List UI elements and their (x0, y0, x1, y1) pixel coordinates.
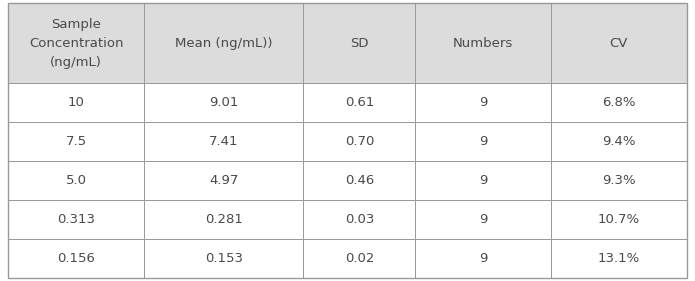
Text: 10: 10 (67, 96, 85, 109)
Text: 9.01: 9.01 (209, 96, 238, 109)
Bar (8, 83, 144, 122)
Bar (416, 161, 551, 200)
Text: 9: 9 (479, 174, 487, 187)
Bar (304, 3, 416, 83)
Bar (416, 200, 551, 239)
Bar (416, 122, 551, 161)
Bar (304, 83, 416, 122)
Text: 0.313: 0.313 (57, 213, 95, 226)
Bar (416, 83, 551, 122)
Bar (144, 161, 304, 200)
Bar (144, 200, 304, 239)
Text: 13.1%: 13.1% (598, 252, 640, 265)
Bar (551, 161, 687, 200)
Bar (416, 3, 551, 83)
Bar (8, 161, 144, 200)
Text: Mean (ng/mL)): Mean (ng/mL)) (175, 37, 272, 50)
Text: 9.3%: 9.3% (602, 174, 636, 187)
Bar (551, 3, 687, 83)
Text: 0.153: 0.153 (205, 252, 243, 265)
Bar (416, 239, 551, 278)
Bar (144, 83, 304, 122)
Bar (8, 3, 144, 83)
Bar (8, 122, 144, 161)
Text: 9: 9 (479, 96, 487, 109)
Text: 9.4%: 9.4% (602, 135, 636, 148)
Text: 0.02: 0.02 (345, 252, 374, 265)
Text: 9: 9 (479, 135, 487, 148)
Bar (551, 83, 687, 122)
Text: 0.46: 0.46 (345, 174, 374, 187)
Bar (304, 161, 416, 200)
Text: 4.97: 4.97 (209, 174, 238, 187)
Text: 0.61: 0.61 (345, 96, 374, 109)
Bar (144, 122, 304, 161)
Bar (304, 239, 416, 278)
Text: 0.70: 0.70 (345, 135, 374, 148)
Text: 7.41: 7.41 (209, 135, 238, 148)
Bar (551, 200, 687, 239)
Text: SD: SD (350, 37, 368, 50)
Text: 10.7%: 10.7% (598, 213, 640, 226)
Bar (551, 239, 687, 278)
Text: Sample
Concentration
(ng/mL): Sample Concentration (ng/mL) (29, 18, 124, 69)
Bar (8, 239, 144, 278)
Bar (551, 122, 687, 161)
Text: 6.8%: 6.8% (602, 96, 636, 109)
Text: 9: 9 (479, 213, 487, 226)
Text: 5.0: 5.0 (65, 174, 87, 187)
Bar (144, 3, 304, 83)
Text: 9: 9 (479, 252, 487, 265)
Bar (304, 122, 416, 161)
Text: 0.03: 0.03 (345, 213, 374, 226)
Bar (8, 200, 144, 239)
Bar (304, 200, 416, 239)
Text: Numbers: Numbers (453, 37, 514, 50)
Text: CV: CV (610, 37, 628, 50)
Bar (144, 239, 304, 278)
Text: 0.156: 0.156 (57, 252, 95, 265)
Text: 7.5: 7.5 (65, 135, 87, 148)
Text: 0.281: 0.281 (205, 213, 243, 226)
